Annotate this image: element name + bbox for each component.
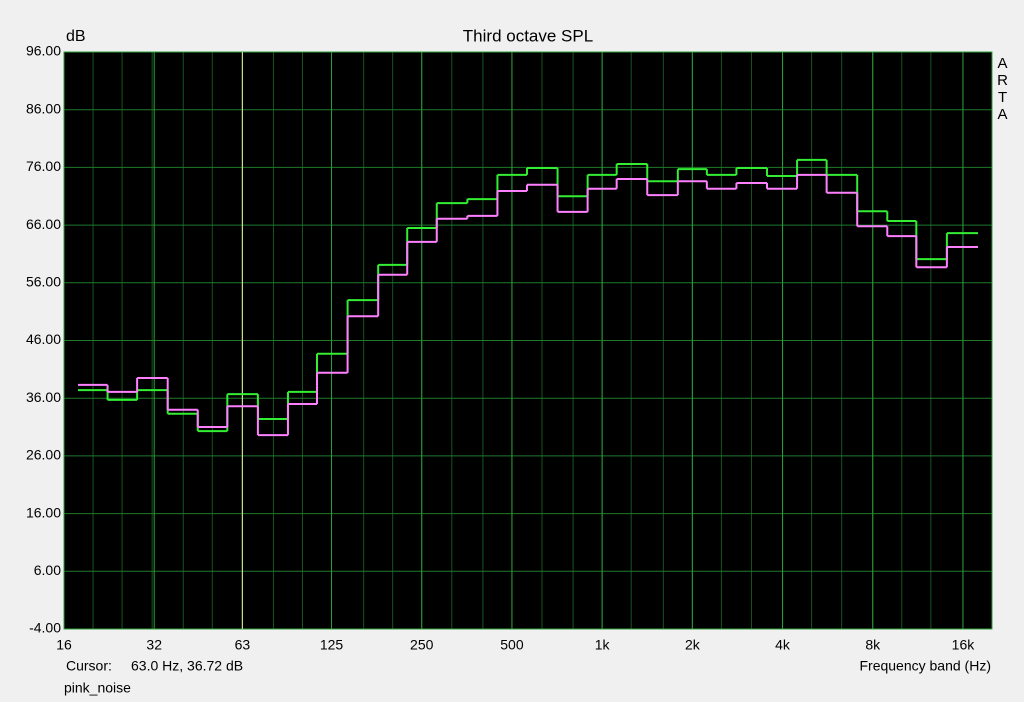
y-tick-label: 6.00 [34, 562, 61, 578]
y-tick-label: 76.00 [26, 158, 61, 174]
y-tick-label: 86.00 [26, 100, 61, 116]
cursor-label: Cursor: [66, 658, 112, 674]
plot-border [63, 51, 993, 630]
x-tick-label: 1k [595, 637, 611, 653]
y-tick-label: 56.00 [26, 274, 61, 290]
y-tick-label: 26.00 [26, 447, 61, 463]
x-tick-label: 4k [775, 637, 791, 653]
x-tick-label: 32 [146, 637, 162, 653]
x-tick-label: 250 [410, 637, 434, 653]
x-tick-label: 16k [952, 637, 976, 653]
note: pink_noise [64, 680, 131, 696]
x-tick-label: 8k [865, 637, 881, 653]
y-tick-label: -4.00 [29, 620, 61, 636]
y-tick-label: 66.00 [26, 216, 61, 232]
y-tick-label: 96.00 [26, 43, 61, 59]
y-tick-label: 16.00 [26, 504, 61, 520]
y-tick-label: 36.00 [26, 389, 61, 405]
x-tick-label: 16 [56, 637, 72, 653]
y-tick-label: 46.00 [26, 331, 61, 347]
x-tick-label: 500 [500, 637, 524, 653]
chart-title: Third octave SPL [463, 26, 593, 45]
x-tick-label: 125 [320, 637, 344, 653]
x-tick-label: 63 [235, 637, 251, 653]
x-axis-label: Frequency band (Hz) [859, 658, 991, 674]
x-tick-label: 2k [685, 637, 701, 653]
brand: ARTA [994, 55, 1011, 123]
y-axis-label: dB [66, 28, 86, 45]
cursor-readout: 63.0 Hz, 36.72 dB [131, 658, 243, 674]
